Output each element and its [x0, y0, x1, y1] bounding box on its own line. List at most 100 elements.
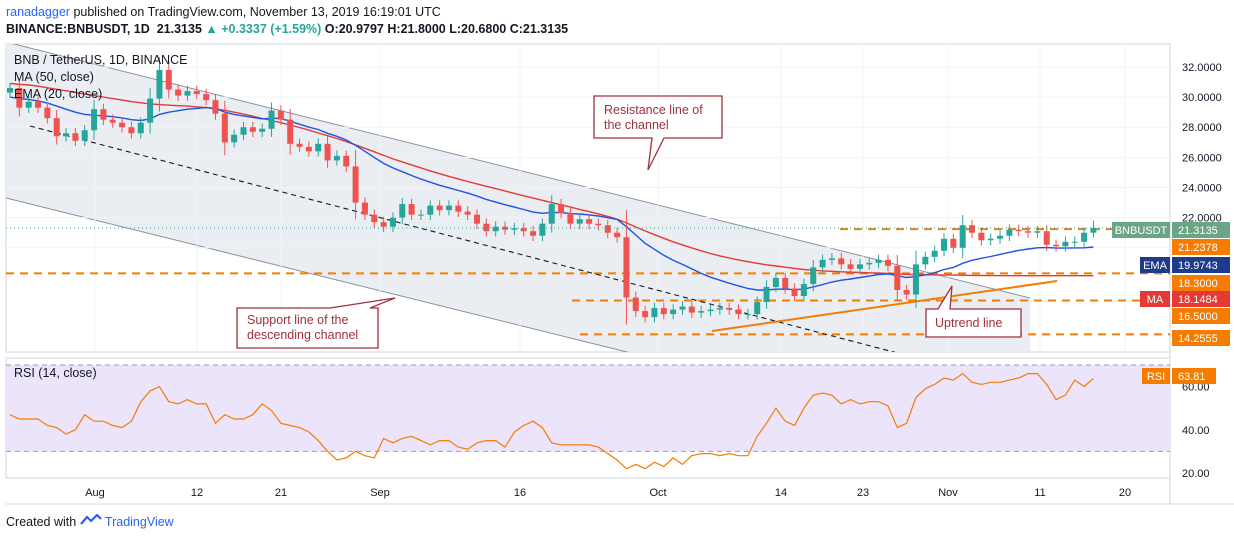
candle-body: [670, 309, 677, 315]
candlesticks: [6, 57, 1170, 325]
uptrend-callout: Uptrend line: [925, 285, 1022, 338]
legend-rsi: RSI (14, close): [14, 366, 97, 380]
candle-body: [100, 109, 107, 120]
candle-body: [520, 228, 527, 232]
candle-body: [436, 205, 443, 211]
ema-name: EMA: [1143, 260, 1168, 272]
candle-body: [642, 311, 649, 318]
candle-body: [987, 238, 994, 241]
candle-body: [53, 118, 60, 137]
candle-body: [203, 94, 210, 101]
bnbusdt-name-box: [1112, 222, 1170, 238]
candle-body: [417, 214, 424, 216]
ohlc-high: 21.8000: [400, 22, 446, 36]
uptrend-line: [711, 280, 1058, 332]
ema-value: 19.9743: [1178, 260, 1218, 272]
candle-body: [81, 130, 88, 141]
candle-body: [912, 264, 919, 295]
time-tick-label: 23: [857, 487, 869, 499]
ohlc-close-label: C:: [509, 22, 523, 36]
candle-body: [445, 205, 452, 211]
candle-body: [119, 122, 126, 128]
price-axis-ticks: 32.0000 30.0000 28.0000 26.0000 24.0000 22.00…: [1182, 62, 1222, 255]
candle-body: [389, 217, 396, 227]
candle-body: [959, 225, 966, 248]
rsi-value: 63.81: [1178, 371, 1206, 383]
ohlc-close: 21.3135: [522, 22, 569, 36]
candle-body: [586, 219, 593, 224]
candle-body: [632, 297, 639, 312]
candle-body: [688, 306, 695, 313]
time-tick-label: 11: [1034, 487, 1045, 499]
candle-body: [772, 277, 779, 287]
candle-body: [539, 223, 546, 236]
candle-body: [240, 127, 247, 135]
candle-body: [744, 314, 751, 316]
level-badge-2: 18.3000: [1172, 275, 1230, 291]
price-change: ▲ +0.3337 (+1.59%): [205, 22, 322, 36]
candle-body: [735, 309, 742, 315]
candle-body: [464, 211, 471, 215]
support-label-line2: descending channel: [247, 328, 358, 342]
price-tick-label: 22.0000: [1182, 213, 1222, 225]
candle-body: [128, 127, 135, 134]
ma-badge: MA 18.1484: [1140, 291, 1230, 307]
time-tick-label: Sep: [370, 487, 390, 499]
rsi-band-fill: [6, 365, 1170, 452]
chart-header: ranadagger published on TradingView.com,…: [0, 0, 1234, 40]
ohlc-low-label: L:: [449, 22, 462, 36]
candle-body: [25, 101, 32, 108]
candle-body: [511, 228, 518, 230]
candle-body: [474, 214, 480, 224]
candle-body: [63, 133, 70, 137]
candle-body: [212, 100, 219, 114]
candle-body: [1071, 241, 1078, 243]
bnbusdt-value-box: [1172, 222, 1230, 238]
candle-body: [623, 237, 630, 298]
price-chart[interactable]: 32.0000 30.0000 28.0000 26.0000 24.0000 22.00…: [0, 40, 1234, 508]
candle-body: [614, 232, 621, 238]
channel-upper-line: [11, 44, 1031, 299]
level-value-4: 14.2555: [1178, 333, 1218, 345]
horizontal-levels: [6, 228, 1170, 336]
rsi-name: RSI: [1147, 371, 1165, 383]
candle-body: [268, 110, 275, 129]
rsi-line: [9, 372, 1094, 470]
author-link[interactable]: ranadagger: [6, 5, 70, 19]
candle-body: [137, 122, 144, 134]
rsi-indicator: [6, 364, 1170, 470]
candle-body: [324, 143, 331, 161]
ema-badge: EMA 19.9743: [1140, 257, 1230, 273]
candle-body: [184, 91, 191, 96]
candle-body: [558, 204, 565, 214]
candle-body: [408, 204, 415, 215]
candle-body: [287, 119, 294, 144]
channel-fill: [6, 44, 1030, 352]
bnbusdt-badge: BNBUSDT 21.3135: [1112, 222, 1230, 238]
level-value-2: 18.3000: [1178, 278, 1218, 290]
price-tick-label: 32.0000: [1182, 62, 1222, 74]
candle-body: [371, 214, 378, 223]
last-price: 21.3135: [156, 22, 202, 36]
rsi-badge: RSI 63.81: [1142, 368, 1216, 384]
candle-body: [249, 127, 256, 132]
tradingview-brand[interactable]: TradingView: [104, 515, 174, 529]
candle-body: [698, 311, 705, 313]
candle-body: [791, 288, 798, 297]
dashed-support-line: [29, 125, 896, 352]
candle-body: [296, 143, 303, 147]
resistance-label-line1: Resistance line of: [604, 103, 703, 117]
candle-body: [1043, 231, 1050, 245]
legend-ma: MA (50, close): [14, 70, 94, 84]
candle-body: [969, 225, 976, 233]
candle-body: [492, 226, 499, 232]
candle-body: [7, 88, 13, 93]
candle-body: [427, 205, 434, 215]
candle-body: [679, 306, 686, 310]
ohlc-open: 20.9797: [338, 22, 384, 36]
candle-body: [193, 91, 200, 95]
candle-body: [800, 283, 807, 297]
candle-body: [72, 133, 79, 141]
candle-body: [277, 110, 284, 120]
candle-body: [305, 146, 312, 152]
